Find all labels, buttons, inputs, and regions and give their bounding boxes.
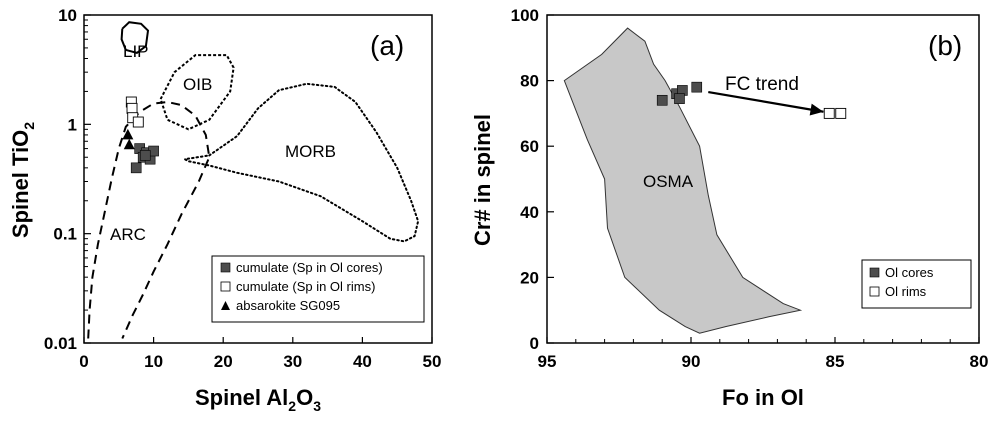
panel-b-y-tick-label: 80 [520,72,539,91]
panel-a-x-tick-label: 40 [353,352,372,371]
legend-marker-open-square [220,281,231,292]
panel-b-annotations [708,90,824,116]
fc-trend-arrow-head [809,103,824,116]
legend-marker-filled-square [869,267,880,278]
legend-a-entry-2: cumulate (Sp in Ol rims) [236,279,375,294]
panel-a-legend-box [211,255,425,323]
fc-trend-arrow-line [708,90,824,113]
panel-a-y-axis-title: Spinel TiO2 [8,122,37,238]
panel-b-x-tick-label: 95 [538,352,557,371]
panel-a-y-tick-label: 10 [58,6,77,25]
panel-a-y-tick-label: 1 [68,115,77,134]
field-outline-morb [181,82,420,243]
panel-b-plot-frame [546,14,980,344]
panel-a-series-3-point [123,138,135,150]
panel-b-y-tick-label: 100 [511,6,539,25]
panel-b-series-2-point [835,107,847,119]
field-outline-oib [159,54,235,131]
panel-b-x-axis-title: Fo in Ol [722,385,804,410]
panel-a-ticks: 0 10 20 30 40 50 0.01 0.1 1 10 [44,6,442,371]
panel-a-series-3-point [122,128,134,140]
panel-b-x-tick-label: 80 [970,352,989,371]
field-label-morb: MORB [285,142,336,161]
panel-a-x-tick-label: 0 [79,352,88,371]
panel-a-spinel-tio2-vs-al2o3: 0 10 20 30 40 50 0.01 0.1 1 10 (a) LIP OIB MORB A… [8,6,441,414]
panel-b-ticks: 95 90 85 80 0 20 40 60 80 100 [511,6,989,371]
panel-b-y-tick-label: 40 [520,203,539,222]
panel-a-points [122,96,159,174]
fc-trend-label: FC trend [725,74,799,95]
panel-a-plot-frame [83,14,433,344]
panel-b-series-2-point [823,107,835,119]
panel-b-y-tick-label: 60 [520,137,539,156]
panel-b-y-tick-label: 20 [520,268,539,287]
panel-a-series-2-point [126,102,138,114]
panel-a-series-1-point [130,162,142,174]
legend-marker-filled-square [220,262,231,273]
panel-a-x-tick-label: 20 [214,352,233,371]
panel-a-y-tick-label: 0.1 [53,225,77,244]
field-label-arc: ARC [110,225,146,244]
field-label-lip: LIP [123,42,149,61]
legend-marker-open-square [869,286,880,297]
field-area-osma [563,27,803,334]
panel-a-x-axis-title: Spinel Al2O3 [195,385,321,414]
legend-a-entry-3: absarokite SG095 [236,298,340,313]
panel-a-y-tick-label: 0.01 [44,334,77,353]
field-label-oib: OIB [183,75,212,94]
panel-a-series-2-point [132,116,144,128]
panel-a-series-1-point [139,150,151,161]
panel-b-series-1-point [674,93,685,104]
panel-b-legend-box [861,259,972,309]
legend-b-entry-1: Ol cores [885,265,934,280]
panel-b-fields [563,27,803,334]
legend-marker-filled-triangle [221,301,230,310]
panel-a-x-tick-label: 10 [144,352,163,371]
panel-b-x-tick-label: 90 [682,352,701,371]
panel-b-y-tick-label: 0 [530,334,539,353]
field-label-osma: OSMA [643,172,694,191]
panel-b-x-tick-label: 85 [826,352,845,371]
panel-b-points [656,81,847,119]
panel-b-series-1-point [656,94,668,106]
panel-a-legend: cumulate (Sp in Ol cores) cumulate (Sp i… [211,255,425,323]
panel-b-cr-number-vs-fo: 95 90 85 80 0 20 40 60 80 100 (b) OSMA FC trend O… [470,6,988,410]
panel-a-label: (a) [370,30,404,61]
panel-a-x-tick-label: 30 [283,352,302,371]
field-outline-arc [87,100,211,339]
panel-b-label: (b) [928,30,962,61]
panel-b-legend: Ol cores Ol rims [861,259,972,309]
panel-b-series-1-point [691,81,703,93]
panel-a-x-tick-label: 50 [423,352,442,371]
field-outline-lip [120,21,150,54]
legend-b-entry-2: Ol rims [885,284,927,299]
panel-a-fields [87,21,420,339]
panel-b-y-axis-title: Cr# in spinel [470,114,495,246]
legend-a-entry-1: cumulate (Sp in Ol cores) [236,260,383,275]
